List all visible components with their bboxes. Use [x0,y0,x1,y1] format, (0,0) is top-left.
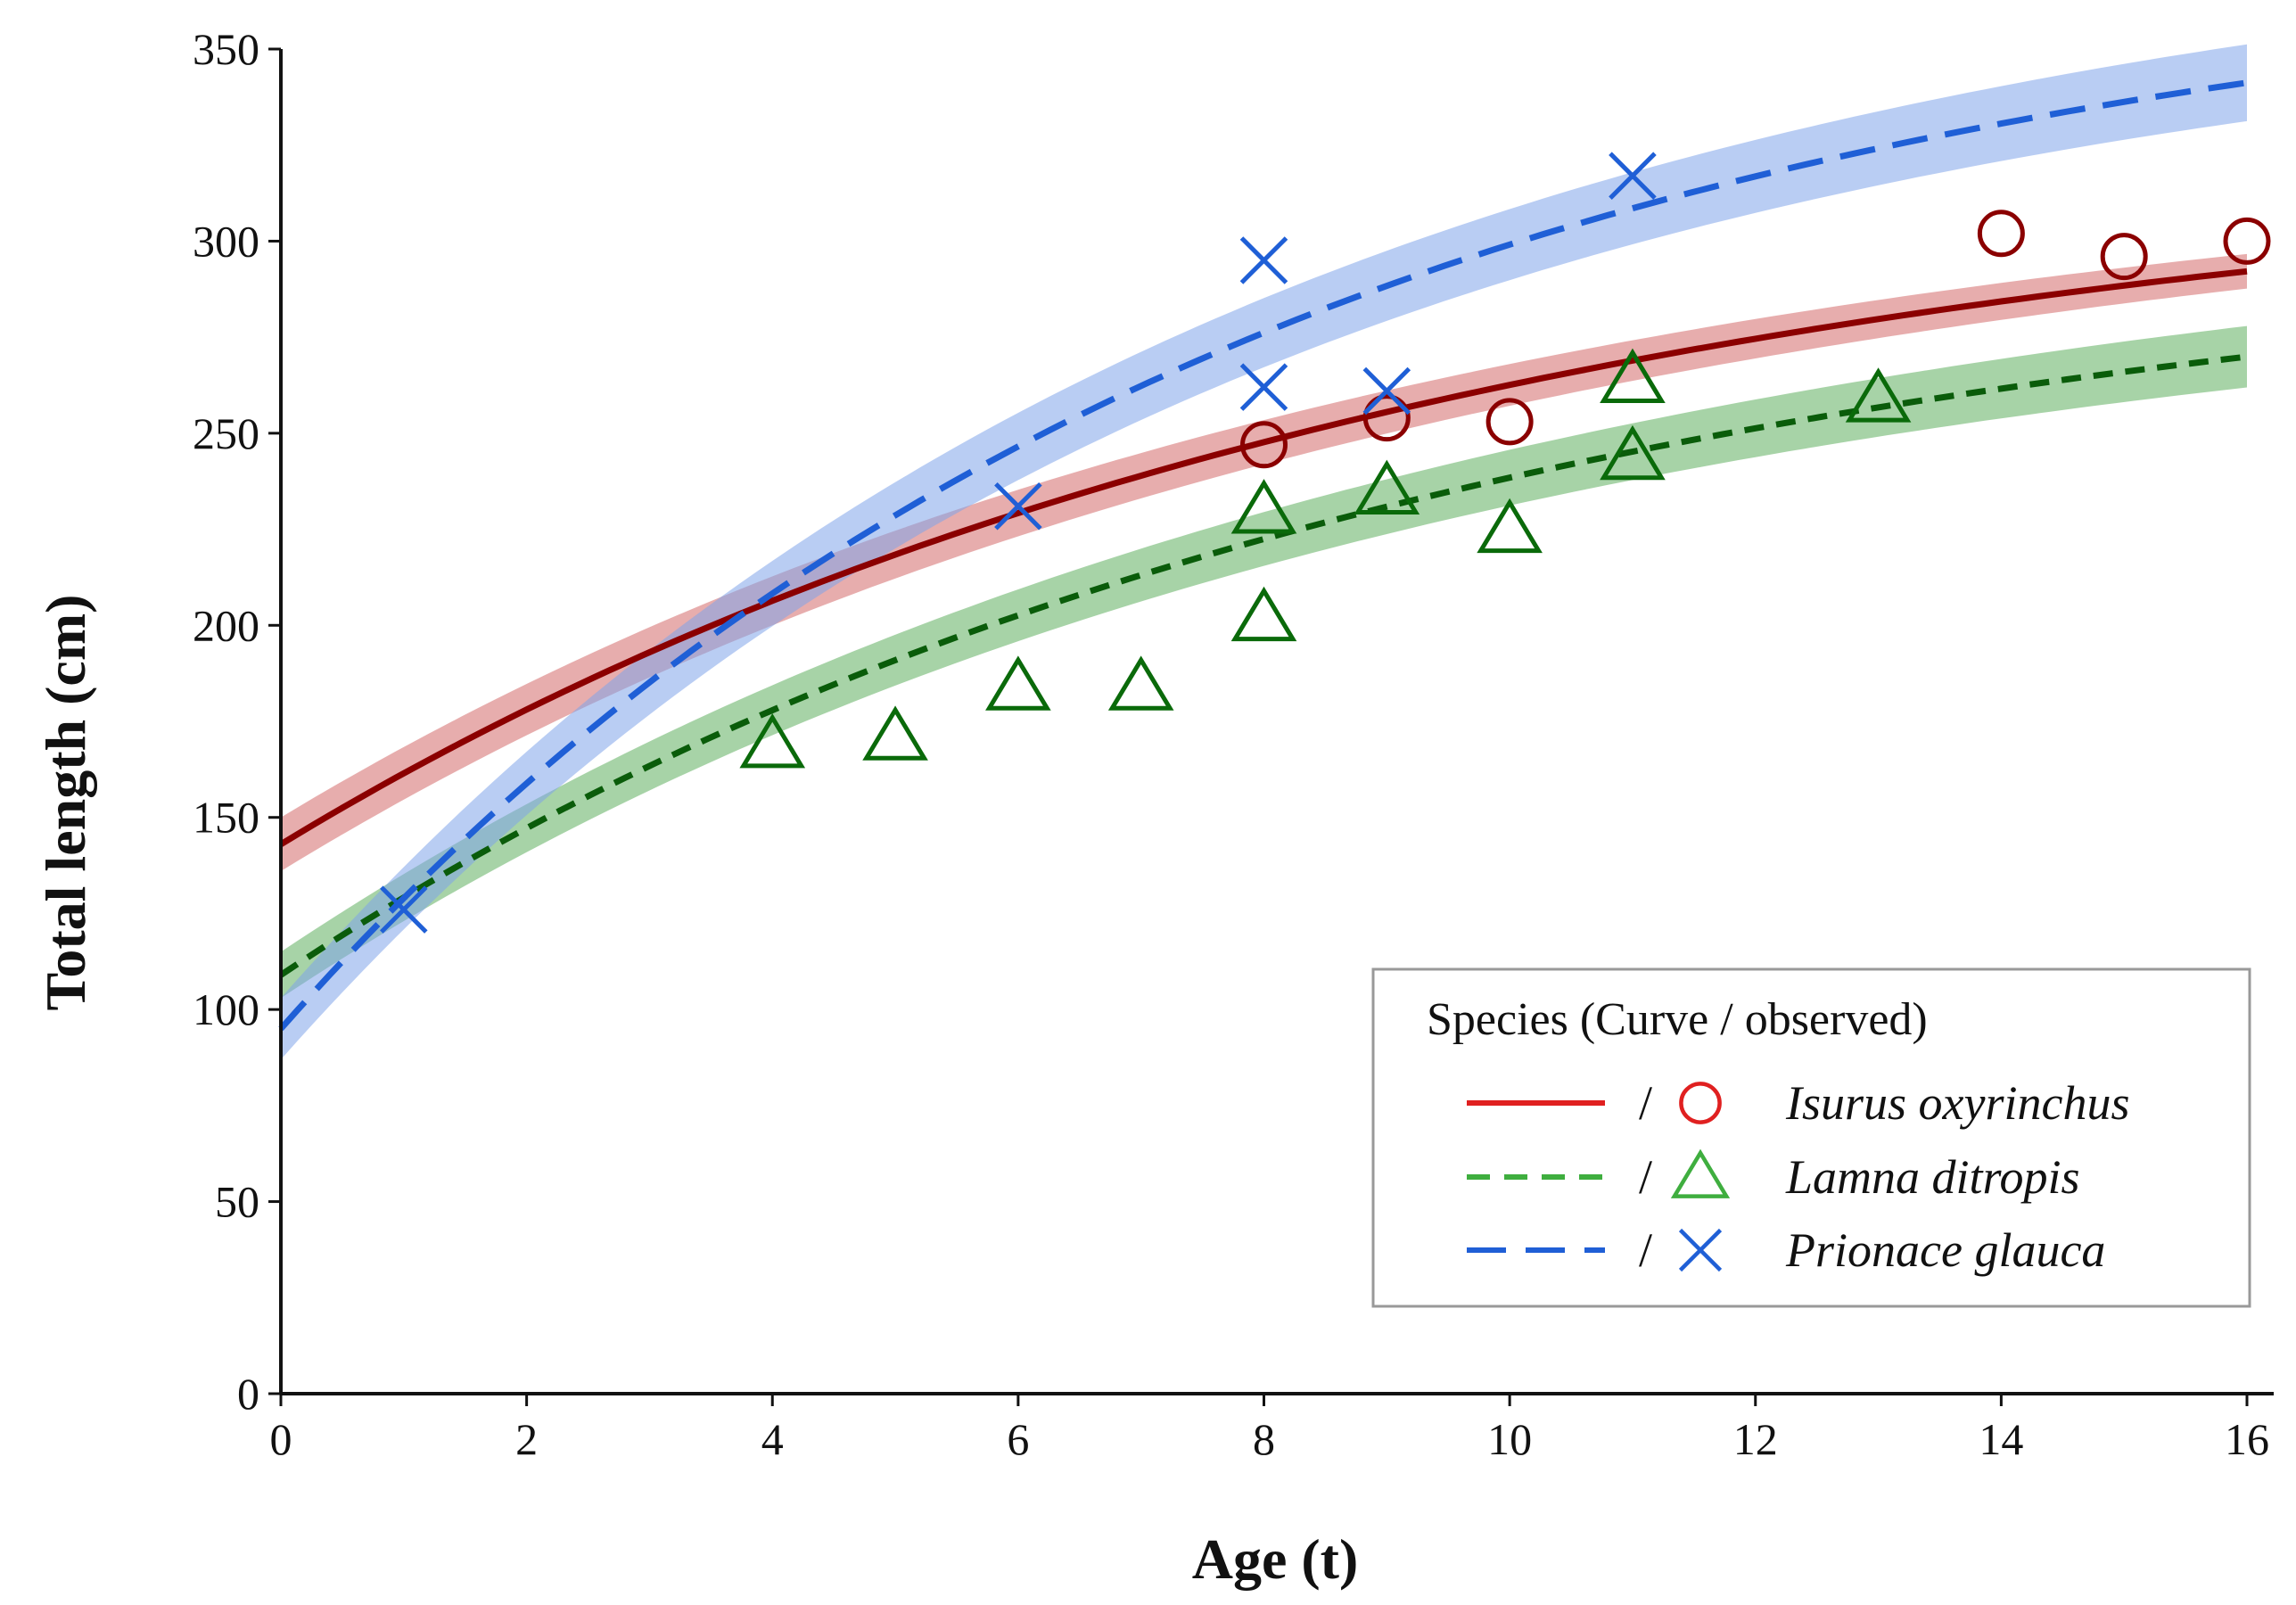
x-tick-label: 6 [1007,1414,1029,1464]
y-tick-label: 350 [193,24,259,74]
lamna-ditropis-observed-point [985,655,1051,711]
x-tick-label: 16 [2225,1414,2269,1464]
x-tick-label: 8 [1253,1414,1275,1464]
y-tick-label: 50 [215,1177,259,1227]
observed-points [380,152,2271,934]
legend-separator: / [1639,1223,1652,1277]
lamna-ditropis-observed-point [1107,655,1174,711]
x-tick-label: 14 [1979,1414,2023,1464]
lamna-ditropis-confidence-band [281,325,2247,999]
y-axis-ticks: 0 50 100 150 200 250 300 350 [193,24,281,1419]
x-axis-title: Age (t) [1192,1527,1359,1591]
x-tick-label: 12 [1733,1414,1778,1464]
isurus-oxyrinchus-observed-point [1485,398,1534,446]
legend-separator: / [1639,1076,1652,1130]
lamna-ditropis-legend-marker [1670,1148,1731,1198]
lamna-ditropis-growth-curve [279,353,2248,978]
isurus-oxyrinchus-growth-curve [279,268,2248,847]
confidence-bands [281,44,2247,1060]
isurus-oxyrinchus-observed-point [2100,233,2148,281]
lamna-ditropis-observed-point [739,712,806,769]
y-tick-label: 300 [193,216,259,266]
legend-box [1371,967,2251,1308]
prionace-glauca-legend-label: Prionace glauca [1785,1223,2105,1277]
prionace-glauca-observed-point [1239,236,1288,284]
y-axis-title: Total length (cm) [34,595,97,1011]
lamna-ditropis-observed-point [862,705,928,761]
lamna-ditropis-observed-point [1230,479,1297,534]
lamna-ditropis-observed-point [1600,424,1666,481]
prionace-glauca-observed-point [994,482,1042,531]
x-tick-label: 4 [761,1414,784,1464]
x-tick-label: 2 [515,1414,538,1464]
y-tick-label: 100 [193,984,259,1034]
y-tick-label: 250 [193,408,259,458]
legend-title: Species (Curve / observed) [1427,994,1928,1045]
prionace-glauca-growth-curve [278,79,2248,1032]
lamna-ditropis-observed-point [1354,459,1420,514]
axes [279,49,2274,1395]
prionace-glauca-observed-point [1609,152,1657,200]
x-tick-label: 0 [270,1414,292,1464]
isurus-oxyrinchus-legend-marker [1679,1082,1722,1124]
prionace-glauca-confidence-band [281,44,2247,1060]
isurus-oxyrinchus-observed-point [1977,210,2025,258]
lamna-ditropis-legend-label: Lamna ditropis [1785,1150,2080,1204]
legend: Species (Curve / observed) / Isurus oxyri… [1371,967,2251,1308]
isurus-oxyrinchus-observed-point [2223,217,2271,265]
legend-separator: / [1639,1150,1652,1204]
x-axis-ticks: 0 2 4 6 8 10 12 14 16 [270,1394,2269,1464]
isurus-oxyrinchus-observed-point [1362,394,1411,442]
x-tick-label: 10 [1487,1414,1532,1464]
lamna-ditropis-observed-point [1230,586,1297,642]
legend-entries: / Isurus oxyrinchus / Lamna ditropis / Priona… [1467,1076,2129,1277]
prionace-glauca-observed-point [380,885,428,934]
lamna-ditropis-observed-point [1600,348,1666,404]
isurus-oxyrinchus-legend-label: Isurus oxyrinchus [1785,1076,2129,1130]
y-tick-label: 200 [193,600,259,650]
y-tick-label: 0 [237,1369,259,1419]
prionace-glauca-observed-point [1239,363,1288,411]
y-tick-label: 150 [193,793,259,843]
prionace-glauca-legend-marker [1678,1228,1723,1272]
growth-curves [278,79,2248,1032]
isurus-oxyrinchus-observed-point [1240,421,1288,469]
lamna-ditropis-observed-point [1845,367,1912,423]
prionace-glauca-observed-point [1362,366,1411,416]
lamna-ditropis-observed-point [1477,498,1543,554]
